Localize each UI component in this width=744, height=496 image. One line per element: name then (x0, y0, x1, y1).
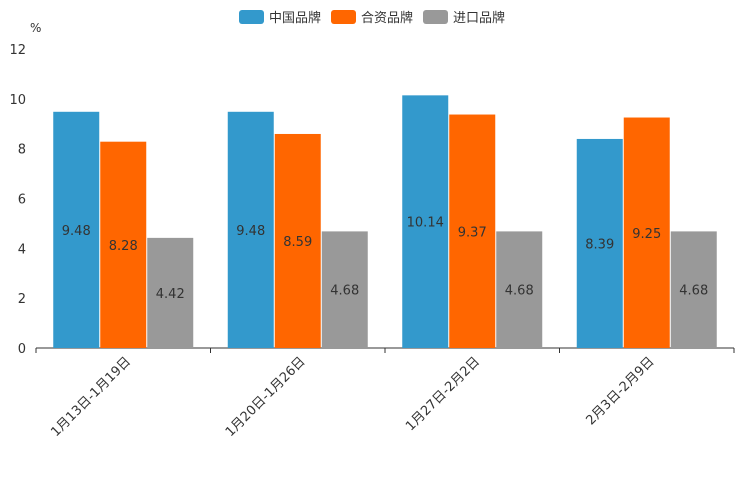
bar-2-2 (496, 231, 543, 348)
x-tick-label-1: 1月20日-1月26日 (223, 354, 309, 440)
data-label-2-1: 4.68 (330, 284, 359, 299)
y-tick-label-4: 8 (18, 143, 26, 158)
data-label-0-0: 9.48 (62, 224, 91, 239)
data-label-2-0: 4.42 (156, 287, 185, 302)
legend-label-china: 中国品牌 (268, 11, 321, 26)
y-tick-label-6: 12 (9, 43, 26, 58)
legend-swatch-china (238, 9, 264, 24)
legend-swatch-import (423, 9, 448, 24)
y-tick-label-0: 0 (18, 342, 26, 357)
x-tick-label-2: 1月27日-2月2日 (403, 354, 483, 434)
data-label-1-0: 8.28 (109, 239, 138, 254)
y-tick-label-2: 4 (18, 242, 26, 257)
x-tick-label-3: 2月3日-2月9日 (583, 354, 657, 428)
y-tick-label-1: 2 (18, 292, 26, 307)
bar-1-2 (449, 114, 496, 349)
x-tick-label-0: 1月13日-1月19日 (48, 354, 134, 440)
data-label-2-2: 4.68 (505, 284, 534, 299)
data-label-0-2: 10.14 (407, 216, 444, 231)
legend-item-china[interactable]: 中国品牌 (238, 7, 321, 26)
bar-2-0 (147, 237, 194, 348)
y-axis-unit: % (30, 21, 42, 35)
legend-swatch-joint (330, 9, 356, 24)
bar-0-2 (402, 95, 449, 348)
data-label-1-2: 9.37 (458, 225, 487, 240)
data-label-0-1: 9.48 (236, 224, 265, 239)
y-tick-label-5: 10 (9, 93, 26, 108)
bar-0-1 (227, 111, 274, 348)
bar-0-3 (576, 138, 623, 348)
data-label-0-3: 8.39 (585, 237, 614, 252)
bar-1-1 (274, 133, 321, 348)
legend-item-import[interactable]: 进口品牌 (423, 7, 505, 26)
legend-label-joint: 合资品牌 (360, 11, 413, 26)
y-tick-label-3: 6 (18, 193, 26, 208)
bar-1-0 (100, 141, 147, 348)
data-label-1-1: 8.59 (283, 235, 312, 250)
bar-2-1 (321, 231, 368, 348)
data-label-1-3: 9.25 (632, 227, 661, 242)
bar-1-3 (623, 117, 670, 348)
legend-item-joint[interactable]: 合资品牌 (330, 7, 413, 26)
bar-2-3 (670, 231, 717, 348)
legend: 中国品牌 合资品牌 进口品牌 (0, 7, 744, 26)
legend-label-import: 进口品牌 (453, 11, 506, 26)
data-label-2-3: 4.68 (679, 284, 708, 299)
bar-0-0 (53, 111, 100, 348)
